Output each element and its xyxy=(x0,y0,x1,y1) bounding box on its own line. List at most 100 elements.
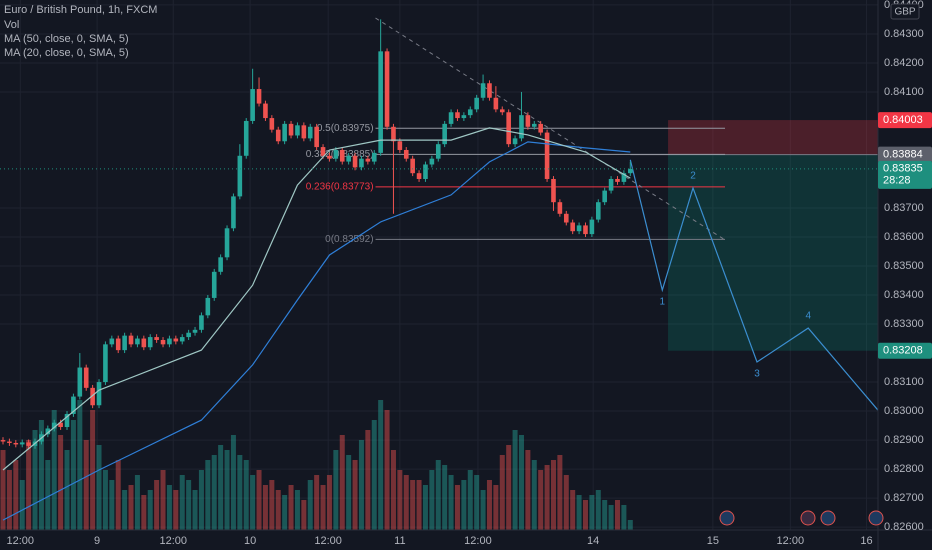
candle-body xyxy=(499,109,505,113)
volume-bar xyxy=(192,490,198,530)
event-icon[interactable] xyxy=(800,510,816,526)
volume-bar xyxy=(314,475,320,530)
y-tick-label: 0.84200 xyxy=(884,57,924,69)
volume-bar xyxy=(435,460,441,530)
candle-body xyxy=(365,158,371,162)
candle-body xyxy=(557,202,563,214)
header: Euro / British Pound, 1h, FXCM Vol MA (5… xyxy=(4,4,157,59)
volume-bar xyxy=(6,470,12,530)
volume-bar xyxy=(557,455,563,530)
candle-body xyxy=(371,152,377,162)
volume-bar xyxy=(454,485,460,530)
price-label: 0.84003 xyxy=(883,114,923,126)
candle-body xyxy=(90,387,95,406)
volume-bar xyxy=(154,480,160,530)
trend-line xyxy=(375,17,726,241)
candle-body xyxy=(384,51,390,127)
volume-bar xyxy=(429,470,435,530)
candle-body xyxy=(551,178,556,203)
ma20-legend: MA (20, close, 0, SMA, 5) xyxy=(4,47,129,59)
volume-bar xyxy=(58,435,64,530)
candle-body xyxy=(474,97,479,110)
candle-body xyxy=(435,144,441,159)
volume-bar xyxy=(544,465,550,530)
candle-body xyxy=(602,190,607,203)
y-tick-label: 0.82700 xyxy=(884,492,924,504)
candle-body xyxy=(51,422,57,429)
candle-body xyxy=(231,196,236,229)
x-tick-label: 12:00 xyxy=(314,535,342,547)
event-icon[interactable] xyxy=(719,510,735,526)
volume-bar xyxy=(294,490,300,530)
candle-body xyxy=(519,115,524,139)
volume-bar xyxy=(0,450,6,530)
volume-bar xyxy=(474,475,480,530)
candle-body xyxy=(352,155,358,168)
candle-body xyxy=(199,315,204,330)
x-tick-label: 12:00 xyxy=(7,535,35,547)
volume-bar xyxy=(301,500,307,530)
volume-bar xyxy=(186,480,192,530)
volume-bar xyxy=(282,495,288,530)
volume-bar xyxy=(512,430,518,530)
volume-bar xyxy=(128,485,134,530)
volume-bar xyxy=(467,470,473,530)
volume-bar xyxy=(179,475,185,530)
candle-body xyxy=(307,126,313,139)
countdown: 28:28 xyxy=(883,175,911,187)
candle-body xyxy=(544,132,550,179)
volume-bar xyxy=(262,485,268,530)
volume-bar xyxy=(70,420,76,530)
y-tick-label: 0.84100 xyxy=(884,86,924,98)
price-label: 0.83884 xyxy=(883,149,923,161)
candle-body xyxy=(391,126,396,142)
volume-bar xyxy=(531,460,537,530)
volume-bar xyxy=(378,400,384,530)
candle-body xyxy=(455,112,460,119)
volume-bar xyxy=(19,480,25,530)
currency-box[interactable] xyxy=(890,3,920,20)
drawings: 0.5(0.83975) 0.382(0.83885) 0.236(0.83773)… xyxy=(306,17,879,411)
volume-bar xyxy=(410,480,416,530)
candle-body xyxy=(218,257,223,272)
volume-bar xyxy=(339,435,345,530)
candle-body xyxy=(186,332,191,338)
volume-bar xyxy=(307,480,313,530)
volume-bar xyxy=(102,470,108,530)
candle-body xyxy=(269,118,275,130)
volume-bar xyxy=(614,500,620,530)
volume-bar xyxy=(13,460,19,530)
volume-bar xyxy=(621,505,627,530)
candle-body xyxy=(525,115,531,127)
volume-bar xyxy=(77,400,83,530)
candle-body xyxy=(160,339,166,345)
event-icon[interactable] xyxy=(868,510,884,526)
fib-label: 0.382(0.83885) xyxy=(306,149,374,160)
volume-bar xyxy=(486,480,492,530)
currency[interactable]: GBP xyxy=(894,7,915,18)
candle-body xyxy=(237,155,243,197)
volume-bar xyxy=(288,485,294,530)
projection-label: 1 xyxy=(660,297,666,308)
candle-body xyxy=(109,338,115,345)
x-tick-label: 12:00 xyxy=(160,535,188,547)
volume-bar xyxy=(96,445,102,530)
candle-body xyxy=(621,173,627,182)
volume-bar xyxy=(90,410,96,530)
volume-bar xyxy=(211,455,217,530)
volume-bar xyxy=(448,475,454,530)
volume-bar xyxy=(243,460,249,530)
volume-bar xyxy=(365,430,371,530)
projection-label: 4 xyxy=(805,311,811,322)
y-tick-label: 0.82900 xyxy=(884,434,924,446)
x-tick-label: 12:00 xyxy=(464,535,492,547)
volume-bar xyxy=(173,490,179,530)
volume-bar xyxy=(32,430,38,530)
candle-body xyxy=(538,123,543,133)
event-icon[interactable] xyxy=(820,510,836,526)
candle-body xyxy=(288,123,294,136)
candle-body xyxy=(448,112,454,124)
price-label-box xyxy=(878,146,932,163)
projection-line xyxy=(629,159,879,411)
